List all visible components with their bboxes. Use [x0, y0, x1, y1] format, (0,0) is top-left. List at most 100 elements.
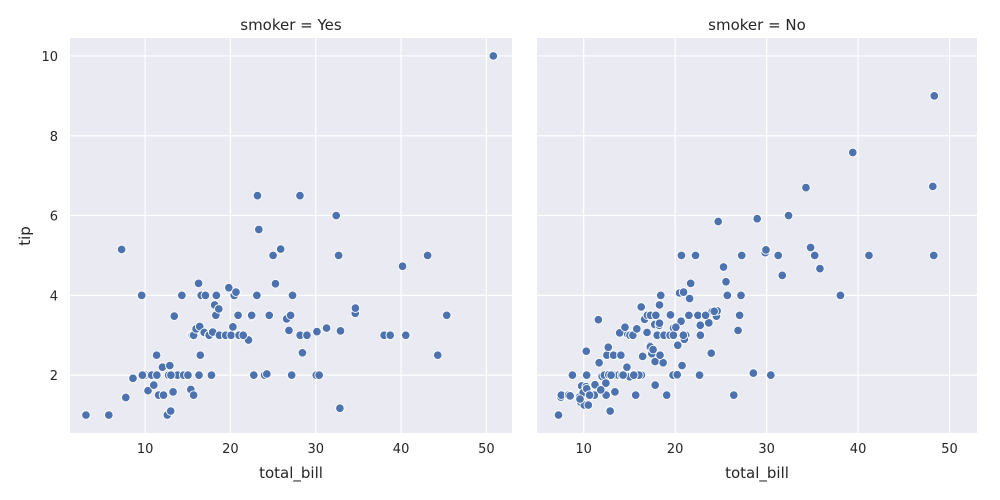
- data-point: [168, 387, 178, 397]
- data-point: [224, 283, 234, 293]
- y-tick-label: 4: [50, 289, 58, 304]
- data-point: [594, 358, 604, 368]
- data-point: [665, 310, 676, 320]
- data-point: [177, 290, 187, 301]
- y-tick-label: 6: [50, 210, 58, 225]
- x-tick-label: 40: [393, 442, 410, 457]
- data-point: [211, 290, 222, 301]
- data-point: [606, 370, 616, 380]
- data-point: [650, 380, 660, 390]
- data-point: [228, 322, 238, 332]
- data-point: [252, 190, 263, 201]
- data-point: [385, 330, 395, 340]
- data-point: [297, 348, 308, 358]
- data-point: [433, 350, 443, 360]
- x-tick-label: 50: [478, 442, 495, 457]
- x-tick-label: 20: [667, 442, 684, 457]
- data-point: [121, 392, 131, 403]
- data-point: [200, 290, 211, 301]
- data-point: [734, 310, 745, 321]
- data-point: [700, 310, 711, 321]
- data-point: [249, 370, 259, 380]
- y-axis-label: tip: [16, 226, 34, 246]
- data-point: [630, 390, 641, 400]
- data-point: [270, 279, 281, 289]
- data-point: [801, 182, 811, 193]
- data-point: [314, 370, 324, 380]
- data-point: [656, 290, 666, 301]
- data-point: [165, 360, 175, 371]
- data-point: [287, 290, 298, 301]
- data-point: [654, 318, 665, 329]
- data-point: [618, 370, 628, 380]
- data-point: [809, 250, 820, 261]
- y-tick-label: 10: [41, 50, 58, 65]
- plot-area-yes: [70, 38, 512, 433]
- data-point: [268, 250, 278, 261]
- data-point: [335, 403, 345, 414]
- data-point: [284, 325, 294, 336]
- x-axis-label-smoker-yes: total_bill: [259, 464, 323, 483]
- data-point: [312, 326, 322, 337]
- data-point: [581, 370, 592, 380]
- panel-title-smoker-no: smoker = No: [708, 16, 806, 34]
- data-point: [567, 370, 578, 380]
- data-point: [815, 263, 825, 274]
- panel-smoker-no: smoker = No total_bill 10 20 30 40 50: [537, 16, 977, 483]
- data-point: [761, 245, 771, 255]
- data-point: [928, 250, 939, 261]
- data-point: [252, 290, 262, 301]
- data-point: [733, 325, 743, 336]
- data-point: [729, 390, 739, 400]
- data-point: [226, 330, 236, 340]
- data-point: [194, 370, 204, 380]
- data-point: [583, 400, 594, 410]
- data-point: [654, 300, 665, 310]
- data-point: [636, 302, 646, 312]
- data-point: [137, 370, 148, 380]
- data-point: [713, 216, 723, 227]
- data-point: [648, 344, 658, 355]
- data-point: [575, 394, 585, 404]
- data-point: [684, 310, 694, 321]
- data-point: [262, 369, 272, 379]
- data-point: [929, 91, 940, 101]
- data-point: [605, 406, 615, 416]
- data-point: [632, 324, 642, 334]
- x-tick-label: 30: [758, 442, 775, 457]
- data-point: [677, 360, 687, 371]
- data-point: [736, 250, 747, 261]
- y-tick-label: 2: [50, 369, 58, 384]
- data-point: [233, 310, 243, 321]
- data-point: [777, 270, 787, 281]
- data-point: [684, 293, 695, 304]
- data-point: [553, 410, 564, 420]
- data-point: [773, 250, 783, 261]
- data-point: [671, 322, 681, 333]
- data-point: [642, 327, 652, 338]
- data-point: [835, 290, 846, 301]
- data-point: [678, 287, 689, 297]
- data-point: [302, 330, 312, 340]
- data-point: [195, 350, 206, 360]
- data-point: [401, 330, 411, 340]
- data-point: [350, 303, 361, 313]
- data-point: [694, 370, 705, 380]
- data-point: [151, 350, 162, 360]
- data-point: [655, 350, 665, 360]
- y-tick-label: 8: [50, 130, 58, 145]
- data-point: [622, 362, 632, 372]
- x-axis-label-smoker-no: total_bill: [725, 464, 789, 483]
- data-point: [183, 370, 193, 380]
- data-point: [581, 346, 592, 356]
- data-point: [193, 278, 204, 289]
- data-point: [695, 330, 706, 340]
- data-point: [610, 387, 620, 397]
- panel-smoker-yes: smoker = Yes total_bill tip 10 20 30 40 50 2 4…: [16, 16, 512, 483]
- data-point: [488, 51, 499, 61]
- data-point: [718, 262, 729, 272]
- data-point: [736, 290, 746, 301]
- data-point: [214, 304, 224, 314]
- data-point: [321, 323, 332, 333]
